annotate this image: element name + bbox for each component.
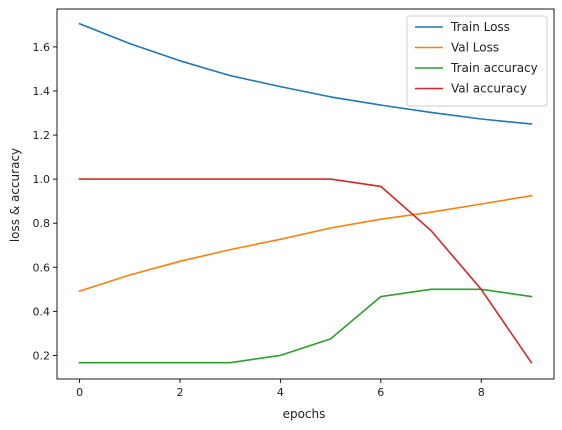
legend-label: Val accuracy — [451, 82, 527, 96]
series-line-val-accuracy — [78, 178, 533, 364]
x-tick-label: 4 — [277, 386, 284, 399]
x-tick-label: 0 — [76, 386, 83, 399]
y-tick-label: 1.6 — [33, 41, 51, 54]
y-axis-label: loss & accuracy — [8, 148, 22, 242]
x-tick-label: 6 — [377, 386, 384, 399]
legend: Train Loss Val Loss Train accuracy Val accu… — [406, 15, 548, 107]
axes: 0 2 4 6 8 0.2 0.4 0.6 0.8 1.0 1.2 1.4 1.6 — [33, 8, 555, 399]
legend-label: Val Loss — [451, 41, 499, 55]
x-axis-label: epochs — [283, 407, 326, 421]
axes-frame — [56, 8, 555, 380]
legend-box — [406, 15, 548, 107]
x-tick-label: 2 — [176, 386, 183, 399]
y-tick-label: 0.2 — [33, 349, 51, 362]
y-tick-label: 0.4 — [33, 305, 51, 318]
series-lines — [78, 22, 533, 364]
series-line-train-loss — [78, 22, 533, 125]
x-tick-label: 8 — [478, 386, 485, 399]
y-tick-label: 0.8 — [33, 217, 51, 230]
legend-label: Train accuracy — [450, 61, 538, 75]
series-line-val-loss — [78, 194, 533, 293]
y-tick-label: 1.0 — [33, 173, 51, 186]
legend-label: Train Loss — [450, 20, 510, 34]
y-tick-label: 1.4 — [33, 85, 51, 98]
y-tick-label: 1.2 — [33, 129, 51, 142]
series-line-train-accuracy — [78, 288, 533, 364]
y-tick-label: 0.6 — [33, 261, 51, 274]
